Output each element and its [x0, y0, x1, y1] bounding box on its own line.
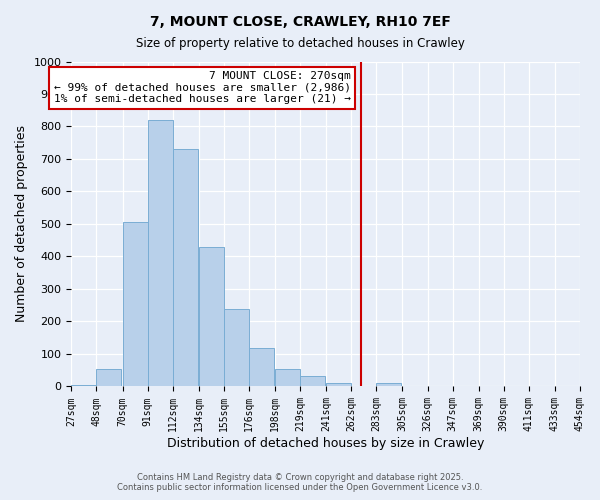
Text: 7 MOUNT CLOSE: 270sqm
← 99% of detached houses are smaller (2,986)
1% of semi-de: 7 MOUNT CLOSE: 270sqm ← 99% of detached … [53, 71, 350, 104]
Bar [326, 383, 351, 386]
Text: Contains HM Land Registry data © Crown copyright and database right 2025.
Contai: Contains HM Land Registry data © Crown c… [118, 472, 482, 492]
Bar [122, 222, 148, 386]
Bar [173, 149, 197, 386]
Bar [224, 309, 249, 386]
Y-axis label: Number of detached properties: Number of detached properties [15, 126, 28, 322]
Text: 7, MOUNT CLOSE, CRAWLEY, RH10 7EF: 7, MOUNT CLOSE, CRAWLEY, RH10 7EF [149, 15, 451, 29]
Bar [96, 368, 121, 386]
Bar [376, 383, 401, 386]
X-axis label: Distribution of detached houses by size in Crawley: Distribution of detached houses by size … [167, 437, 484, 450]
Bar [275, 368, 300, 386]
Bar [199, 246, 224, 386]
Bar [300, 376, 325, 386]
Bar [148, 120, 173, 386]
Bar [249, 348, 274, 387]
Bar [71, 385, 96, 386]
Text: Size of property relative to detached houses in Crawley: Size of property relative to detached ho… [136, 38, 464, 51]
